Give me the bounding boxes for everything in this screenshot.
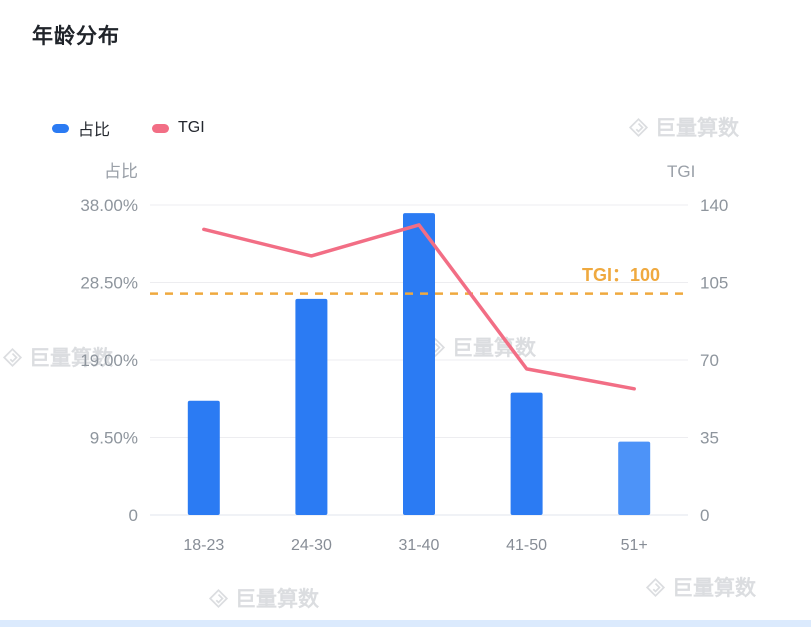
line-series-swatch-icon (152, 123, 170, 133)
bar-18-23[interactable] (187, 400, 220, 515)
left-axis-tick-label: 9.50% (90, 429, 138, 448)
page-title: 年龄分布 (32, 25, 120, 48)
x-axis-category-label: 24-30 (291, 537, 332, 554)
bar-31-40[interactable] (403, 213, 435, 515)
right-axis-tick-label: 0 (700, 506, 709, 525)
x-axis-category-label: 51+ (621, 537, 648, 554)
right-axis-name: TGI (667, 162, 695, 181)
left-axis-tick-label: 19.00% (80, 351, 138, 370)
right-axis-tick-label: 70 (700, 351, 719, 370)
right-axis-tick-label: 105 (700, 274, 728, 293)
bar-41-50[interactable] (510, 392, 543, 515)
left-axis-name: 占比 (104, 162, 138, 181)
legend: 占比 TGI (52, 116, 205, 140)
legend-item-proportion[interactable]: 占比 (52, 116, 110, 140)
left-axis-tick-label: 38.00% (80, 196, 138, 215)
x-axis-category-label: 31-40 (399, 537, 440, 554)
legend-item-tgi[interactable]: TGI (152, 119, 205, 137)
x-axis-category-label: 18-23 (183, 537, 224, 554)
bar-24-30[interactable] (295, 298, 328, 515)
legend-label-proportion: 占比 (78, 122, 111, 139)
bar-51+[interactable] (618, 441, 651, 515)
legend-label-tgi: TGI (178, 119, 205, 136)
left-axis-tick-label: 28.50% (80, 274, 138, 293)
bottom-strip (0, 620, 811, 627)
tgi-line (202, 223, 636, 391)
right-axis-tick-label: 35 (700, 429, 719, 448)
right-axis-tick-label: 140 (700, 196, 728, 215)
tgi-100-label: TGI：100 (582, 265, 660, 285)
left-axis-tick-label: 0 (129, 506, 138, 525)
x-axis-category-label: 41-50 (506, 537, 547, 554)
bar-series-swatch-icon (52, 123, 69, 133)
